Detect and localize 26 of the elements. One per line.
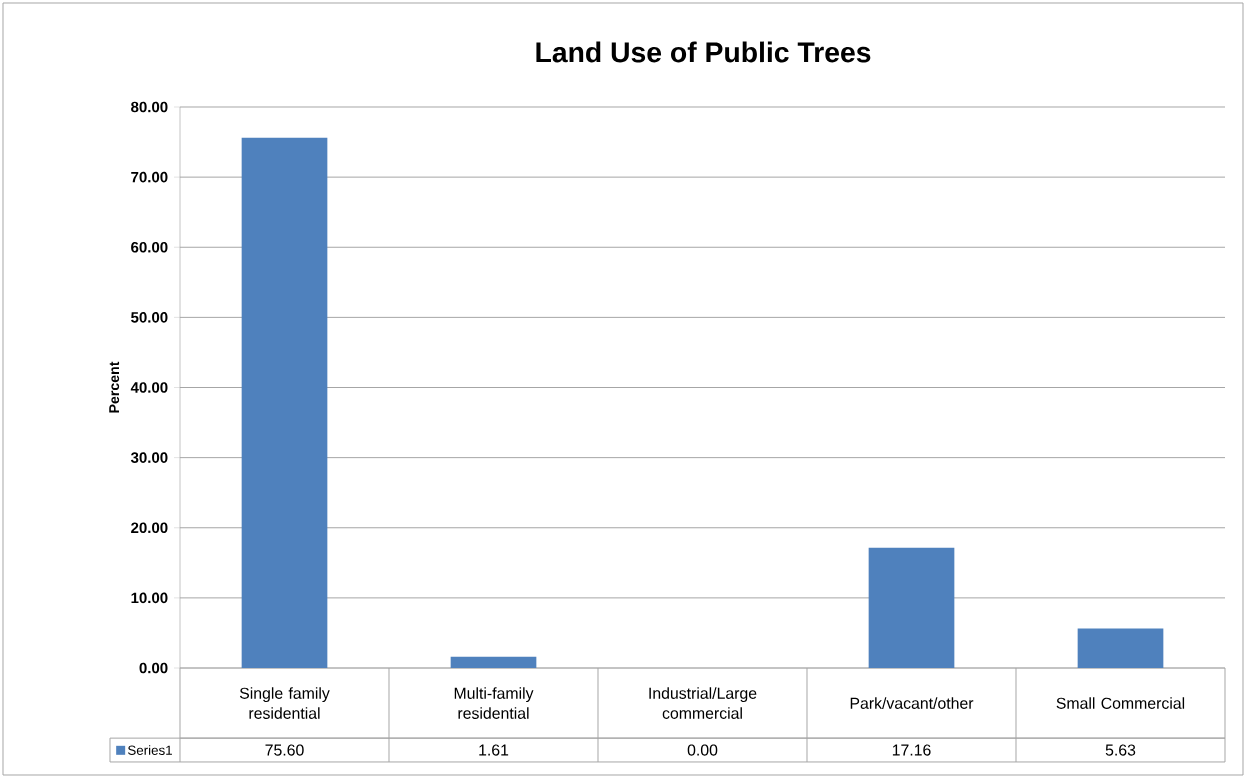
data-label: 0.00 — [687, 744, 718, 756]
data-label: 1.61 — [479, 744, 509, 756]
x-tick-label: Industrial/Large commercial — [649, 687, 757, 719]
bar — [241, 137, 328, 668]
chart-title: Land Use of Public Trees — [536, 41, 871, 63]
bar — [868, 547, 955, 668]
y-tick-label: 20.00 — [131, 522, 168, 534]
y-tick-label: 80.00 — [131, 101, 168, 113]
y-tick-label: 60.00 — [131, 241, 168, 253]
data-label: 17.16 — [892, 744, 931, 756]
bar — [450, 656, 537, 668]
data-label: 5.63 — [1105, 744, 1136, 756]
data-label: 75.60 — [265, 744, 304, 756]
y-tick-label: 70.00 — [131, 171, 168, 183]
legend-label: Series1 — [127, 745, 172, 755]
x-tick-label: Single family residential — [239, 687, 330, 719]
y-axis-title: Percent — [109, 361, 120, 413]
y-tick-label: 50.00 — [131, 312, 168, 323]
x-tick-label: Small Commercial — [1056, 697, 1185, 709]
y-tick-label: 10.00 — [131, 592, 168, 604]
y-tick-label: 30.00 — [130, 452, 168, 463]
bar — [1077, 628, 1164, 668]
y-tick-label: 40.00 — [130, 382, 168, 393]
x-tick-label: Multi-family residential — [454, 687, 534, 719]
y-tick-label: 0.00 — [139, 662, 168, 674]
x-tick-label: Park/vacant/other — [850, 697, 974, 709]
